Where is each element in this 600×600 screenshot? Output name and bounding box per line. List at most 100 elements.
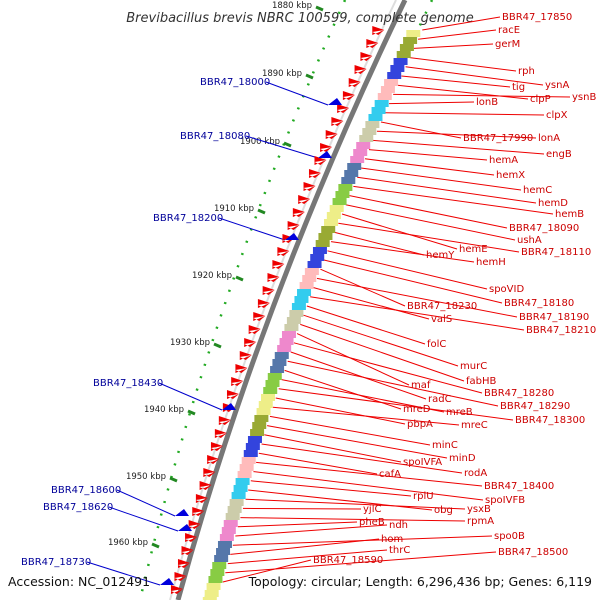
gene-function-block[interactable] <box>243 450 258 457</box>
gene-function-block[interactable] <box>281 331 296 338</box>
right-gene-label[interactable]: tig <box>512 82 525 93</box>
right-gene-label[interactable]: hemA <box>489 155 518 166</box>
forward-gene-arrow[interactable] <box>239 351 252 360</box>
right-gene-label[interactable]: clpX <box>546 110 568 121</box>
gene-function-block[interactable] <box>368 114 383 121</box>
forward-gene-arrow[interactable] <box>207 455 220 464</box>
gene-function-block[interactable] <box>377 93 392 100</box>
gene-function-block[interactable] <box>284 324 299 331</box>
forward-gene-arrow[interactable] <box>262 286 275 295</box>
gene-function-block[interactable] <box>241 457 256 464</box>
right-gene-label[interactable]: spoVID <box>489 284 524 295</box>
gene-function-block[interactable] <box>270 366 285 373</box>
gene-function-block[interactable] <box>344 170 359 177</box>
right-gene-label[interactable]: BBR47_17990 <box>463 133 533 144</box>
reverse-gene-arrow[interactable] <box>285 233 299 240</box>
forward-gene-arrow[interactable] <box>188 520 201 529</box>
left-gene-label[interactable]: BBR47_18730 <box>21 557 91 568</box>
forward-gene-arrow[interactable] <box>303 182 316 191</box>
gene-function-block[interactable] <box>384 79 399 86</box>
forward-gene-arrow[interactable] <box>325 130 338 139</box>
right-gene-label[interactable]: BBR47_18180 <box>504 298 574 309</box>
gene-function-block[interactable] <box>221 527 236 534</box>
right-gene-label[interactable]: hom <box>381 534 403 545</box>
gene-function-block[interactable] <box>277 345 292 352</box>
gene-function-block[interactable] <box>235 478 250 485</box>
right-gene-label[interactable]: ndh <box>389 520 408 531</box>
forward-gene-arrow[interactable] <box>308 169 321 178</box>
reverse-gene-arrow[interactable] <box>318 151 332 158</box>
gene-function-block[interactable] <box>359 135 374 142</box>
gene-function-block[interactable] <box>310 254 325 261</box>
gene-function-block[interactable] <box>302 275 317 282</box>
right-gene-label[interactable]: thrC <box>389 545 410 556</box>
gene-function-block[interactable] <box>260 394 275 401</box>
forward-gene-arrow[interactable] <box>248 325 261 334</box>
forward-gene-arrow[interactable] <box>292 208 305 217</box>
right-gene-label[interactable]: ysxB <box>467 504 491 515</box>
right-gene-label[interactable]: ysnA <box>545 80 569 91</box>
forward-gene-arrow[interactable] <box>195 494 208 503</box>
gene-function-block[interactable] <box>362 128 377 135</box>
forward-gene-arrow[interactable] <box>360 52 373 61</box>
right-gene-label[interactable]: BBR47_18280 <box>484 388 554 399</box>
reverse-gene-arrow[interactable] <box>175 509 189 516</box>
forward-gene-arrow[interactable] <box>174 572 187 581</box>
gene-function-block[interactable] <box>216 548 231 555</box>
forward-gene-arrow[interactable] <box>177 559 190 568</box>
gene-function-block[interactable] <box>274 352 289 359</box>
gene-function-block[interactable] <box>387 72 402 79</box>
gene-function-block[interactable] <box>252 422 267 429</box>
forward-gene-arrow[interactable] <box>314 156 327 165</box>
gene-function-block[interactable] <box>350 156 365 163</box>
forward-gene-arrow[interactable] <box>320 143 333 152</box>
gene-function-block[interactable] <box>321 226 336 233</box>
gene-function-block[interactable] <box>217 541 232 548</box>
right-gene-label[interactable]: spoIVFB <box>485 495 525 506</box>
right-gene-label[interactable]: spoIVFA <box>403 457 442 468</box>
gene-function-block[interactable] <box>380 86 395 93</box>
gene-function-block[interactable] <box>206 583 221 590</box>
gene-function-block[interactable] <box>272 359 287 366</box>
right-gene-label[interactable]: BBR47_18210 <box>526 325 596 336</box>
forward-gene-arrow[interactable] <box>170 585 183 594</box>
gene-function-block[interactable] <box>263 387 278 394</box>
right-gene-label[interactable]: rph <box>518 66 535 77</box>
forward-gene-arrow[interactable] <box>226 390 239 399</box>
right-gene-label[interactable]: BBR47_18300 <box>515 415 585 426</box>
gene-function-block[interactable] <box>219 534 234 541</box>
left-gene-label[interactable]: BBR47_18600 <box>51 485 121 496</box>
right-gene-label[interactable]: radC <box>428 394 452 405</box>
gene-function-block[interactable] <box>294 296 309 303</box>
gene-function-block[interactable] <box>338 184 353 191</box>
forward-gene-arrow[interactable] <box>342 91 355 100</box>
gene-function-block[interactable] <box>245 443 260 450</box>
gene-function-block[interactable] <box>335 191 350 198</box>
gene-function-block[interactable] <box>396 51 411 58</box>
gene-function-block[interactable] <box>210 569 225 576</box>
gene-function-block[interactable] <box>286 317 301 324</box>
right-gene-label[interactable]: fabHB <box>466 376 497 387</box>
forward-gene-arrow[interactable] <box>277 247 290 256</box>
right-gene-label[interactable]: BBR47_18190 <box>519 312 589 323</box>
right-gene-label[interactable]: hemB <box>555 209 584 220</box>
right-gene-label[interactable]: obg <box>434 505 453 516</box>
reverse-gene-arrow[interactable] <box>222 403 236 410</box>
gene-function-block[interactable] <box>223 520 238 527</box>
forward-gene-arrow[interactable] <box>272 260 285 269</box>
reverse-gene-arrow[interactable] <box>328 98 342 105</box>
right-gene-label[interactable]: BBR47_18090 <box>509 223 579 234</box>
gene-function-block[interactable] <box>403 37 418 44</box>
right-gene-label[interactable]: mreC <box>461 420 488 431</box>
forward-gene-arrow[interactable] <box>331 117 344 126</box>
gene-function-block[interactable] <box>307 261 322 268</box>
gene-function-block[interactable] <box>258 401 273 408</box>
right-gene-label[interactable]: hemE <box>459 244 488 255</box>
gene-function-block[interactable] <box>315 240 330 247</box>
forward-gene-arrow[interactable] <box>244 338 257 347</box>
right-gene-label[interactable]: BBR47_18400 <box>484 481 554 492</box>
forward-gene-arrow[interactable] <box>287 221 300 230</box>
forward-gene-arrow[interactable] <box>199 481 212 490</box>
right-gene-label[interactable]: maf <box>411 380 431 391</box>
gene-function-block[interactable] <box>202 597 217 600</box>
